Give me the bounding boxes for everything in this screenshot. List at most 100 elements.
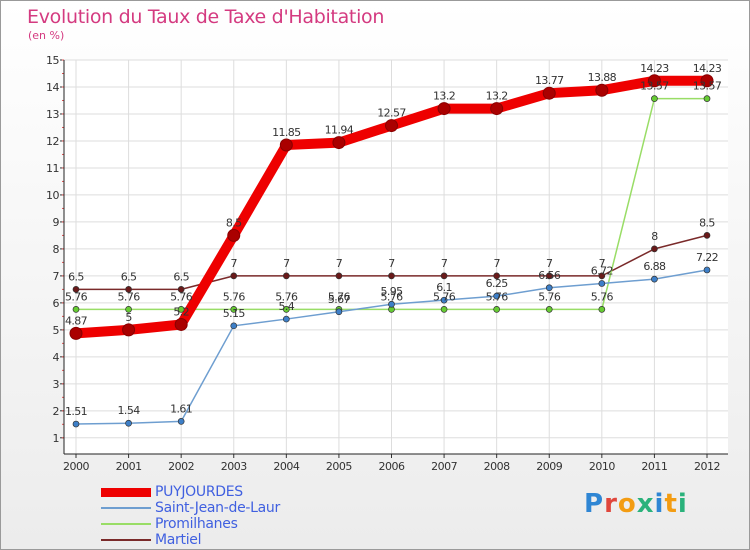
data-point [700,74,714,88]
data-point [72,306,80,313]
x-tick-label: 2001 [116,460,142,473]
data-label: 1.61 [170,402,192,415]
y-tick-label: 9 [53,216,60,229]
x-tick-label: 2010 [589,460,615,473]
y-tick-label: 6 [53,297,60,310]
data-label: 14.23 [693,62,722,75]
data-label: 13.2 [433,90,455,103]
data-label: 13.57 [640,80,669,93]
data-point [598,280,606,287]
logo-letter: o [617,489,637,519]
x-tick-label: 2002 [168,460,194,473]
data-label: 5.4 [278,300,294,313]
x-tick-label: 2005 [326,460,352,473]
data-point [545,306,553,313]
data-label: 8.5 [699,216,715,229]
data-point [69,326,83,340]
data-point [490,102,504,116]
data-label: 5.76 [591,290,614,303]
data-label: 6.5 [68,270,84,283]
data-point [72,420,80,428]
data-label: 11.85 [272,126,301,139]
data-label: 8.5 [226,216,242,229]
data-point [279,138,293,152]
x-tick-label: 2003 [221,460,247,473]
data-point [335,308,343,316]
y-tick-label: 8 [53,243,60,256]
data-point [598,306,606,313]
proxiti-logo: Proxiti [584,489,688,519]
data-label: 7 [283,257,290,270]
data-label: 11.94 [325,124,354,137]
y-tick-label: 10 [46,189,59,202]
data-label: 5.2 [173,305,189,318]
data-point [598,272,606,280]
data-point [542,86,556,100]
x-tick-label: 2008 [484,460,510,473]
data-label: 5.76 [328,290,351,303]
data-point [440,272,448,280]
y-tick-label: 4 [53,351,60,364]
data-point [125,419,132,427]
data-point [177,306,185,313]
data-label: 6.72 [591,264,613,277]
data-point [177,286,185,293]
chart-subtitle: (en %) [28,29,65,42]
x-tick-label: 2012 [694,460,720,473]
data-point [545,284,553,292]
data-label: 14.23 [640,62,669,75]
data-point [227,228,241,242]
data-point [122,323,136,337]
logo-letter: r [604,489,618,519]
y-tick-label: 11 [46,162,59,175]
data-point [125,306,132,313]
data-label: 13.2 [486,90,508,103]
data-label: 5 [125,311,132,324]
data-point [282,306,290,313]
data-point [230,322,238,330]
x-tick-label: 2011 [641,460,667,473]
data-point [437,102,451,116]
logo-letter: i [677,489,688,519]
data-label: 6.56 [538,269,561,282]
data-label: 7 [599,257,606,270]
data-label: 5.95 [380,285,403,298]
data-point [388,300,395,308]
data-label: 5.76 [433,290,456,303]
data-label: 5.76 [486,290,509,303]
data-point [174,317,188,331]
data-point [230,272,238,280]
data-label: 5.76 [275,290,298,303]
data-label: 13.88 [588,71,617,84]
data-label: 6.1 [436,281,452,294]
x-tick-label: 2000 [63,460,89,473]
x-tick-label: 2007 [431,460,457,473]
data-label: 13.77 [535,74,564,87]
data-label: 5.76 [65,290,88,303]
data-point [335,272,343,280]
data-label: 7 [336,257,343,270]
data-point [703,95,711,102]
data-label: 6.5 [121,270,137,283]
data-label: 5.76 [118,290,141,303]
y-tick-label: 7 [53,270,60,283]
data-point [332,136,346,150]
chart-title: Evolution du Taux de Taxe d'Habitation [27,6,385,28]
data-point [440,296,448,304]
x-tick-label: 2004 [273,460,299,473]
data-label: 7 [493,257,500,270]
y-tick-label: 14 [46,81,59,94]
legend-label: Saint-Jean-de-Laur [155,500,280,516]
legend-label: Promilhanes [155,516,238,532]
data-point [595,83,609,97]
data-point [545,272,553,280]
data-point [651,95,658,102]
y-tick-label: 1 [53,432,60,445]
data-label: 1.51 [65,405,87,418]
data-point [385,119,398,133]
data-point [440,306,448,313]
data-label: 5.67 [328,293,351,306]
y-tick-label: 13 [46,108,59,121]
data-point [651,245,658,253]
